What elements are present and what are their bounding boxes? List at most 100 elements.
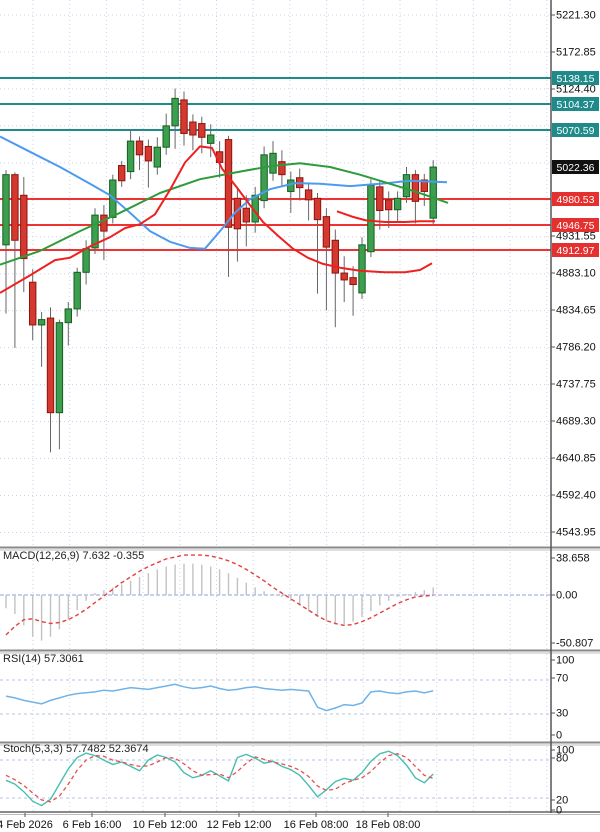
price-tick-label: 4931.55 bbox=[556, 231, 596, 243]
stochastic-panel[interactable] bbox=[0, 750, 551, 807]
price-tick-label: 5172.85 bbox=[556, 47, 596, 59]
ma-blue-line bbox=[0, 135, 448, 250]
candle-bullish bbox=[126, 140, 135, 173]
candle-bearish bbox=[224, 139, 233, 228]
rsi-axis-label: 0 bbox=[556, 730, 562, 742]
price-badges: 5138.15 5104.37 5070.59 5022.36 4980.53 4946.… bbox=[552, 71, 599, 257]
rsi-panel[interactable] bbox=[0, 679, 551, 715]
time-tick-label: 18 Feb 08:00 bbox=[356, 819, 421, 831]
candle-bullish bbox=[55, 322, 64, 414]
candle-bullish bbox=[207, 134, 215, 144]
candle-bullish bbox=[153, 146, 162, 168]
candle-bearish bbox=[144, 145, 153, 162]
candle-bearish bbox=[29, 281, 37, 326]
price-tick-label: 4834.65 bbox=[556, 305, 596, 317]
candle-bullish bbox=[260, 154, 268, 202]
price-badge-label: 4980.53 bbox=[557, 194, 595, 206]
candle-bullish bbox=[82, 248, 90, 273]
macd-label: MACD(12,26,9) 7.632 -0.355 bbox=[3, 550, 145, 562]
rsi-axis-label: 100 bbox=[556, 655, 574, 667]
macd-axis-label: 0.00 bbox=[556, 590, 577, 602]
panel-separators bbox=[0, 546, 600, 815]
price-badge-label: 5070.59 bbox=[557, 125, 595, 137]
time-tick-label: 4 Feb 2026 bbox=[0, 819, 53, 831]
ma-green-line bbox=[0, 162, 449, 266]
candle-bearish bbox=[420, 179, 429, 192]
price-tick-label: 5124.40 bbox=[556, 84, 596, 96]
candle-bearish bbox=[331, 239, 340, 274]
time-tick-label: 12 Feb 12:00 bbox=[207, 819, 272, 831]
candle-bearish bbox=[118, 165, 126, 182]
macd-axis-label: 38.658 bbox=[556, 553, 590, 565]
candle-bearish bbox=[376, 186, 384, 212]
ma-red-line bbox=[0, 145, 433, 294]
candle-bullish bbox=[269, 152, 277, 174]
candle-bullish bbox=[393, 197, 402, 211]
candle-bearish bbox=[385, 199, 393, 211]
price-tick-label: 5221.30 bbox=[556, 10, 596, 22]
candlesticks[interactable] bbox=[2, 88, 437, 453]
candle-bearish bbox=[411, 174, 420, 202]
price-tick-label: 4786.20 bbox=[556, 342, 596, 354]
price-tick-label: 4883.10 bbox=[556, 268, 596, 280]
candle-bearish bbox=[198, 123, 206, 138]
stoch-axis-label: 80 bbox=[556, 753, 568, 765]
candle-bullish bbox=[358, 244, 366, 294]
price-badge-label: 4912.97 bbox=[557, 245, 595, 257]
time-tick-label: 10 Feb 12:00 bbox=[133, 819, 198, 831]
price-badge-resistance bbox=[552, 97, 599, 111]
macd-signal-line bbox=[5, 554, 434, 636]
candle-bearish bbox=[180, 99, 188, 134]
time-tick-label: 6 Feb 16:00 bbox=[63, 819, 122, 831]
price-tick-label: 4640.85 bbox=[556, 453, 596, 465]
rsi-axis-label: 70 bbox=[556, 673, 568, 685]
candle-bullish bbox=[287, 179, 295, 192]
price-tick-label: 4689.30 bbox=[556, 416, 596, 428]
time-axis[interactable]: 4 Feb 2026 6 Feb 16:00 10 Feb 12:00 12 Feb … bbox=[0, 813, 420, 831]
candle-bullish bbox=[91, 214, 99, 249]
price-tick-label: 4592.40 bbox=[556, 490, 596, 502]
stoch-d-line bbox=[5, 753, 434, 803]
candle-bullish bbox=[429, 166, 437, 219]
candle-bullish bbox=[2, 174, 10, 246]
candle-bullish bbox=[171, 97, 179, 127]
candle-bearish bbox=[135, 140, 144, 156]
price-badge-support bbox=[552, 218, 599, 232]
candle-bullish bbox=[73, 271, 81, 310]
candle-bearish bbox=[242, 207, 251, 223]
candle-bearish bbox=[349, 277, 357, 286]
price-badge-label: 5138.15 bbox=[557, 73, 595, 85]
time-tick-label: 16 Feb 08:00 bbox=[284, 819, 349, 831]
candle-bullish bbox=[162, 125, 170, 148]
price-badge-resistance bbox=[552, 71, 599, 85]
macd-axis-label: -50.807 bbox=[556, 638, 593, 650]
macd-panel[interactable] bbox=[0, 554, 551, 641]
price-badge-support bbox=[552, 243, 599, 257]
candle-bullish bbox=[367, 184, 375, 253]
rsi-axis-label: 30 bbox=[556, 708, 568, 720]
price-axis: 5221.30 5172.85 5124.40 4931.55 4883.10 4834.… bbox=[550, 0, 596, 817]
stoch-axis-label: 0 bbox=[556, 805, 562, 817]
price-tick-label: 4543.95 bbox=[556, 527, 596, 539]
price-badge-support bbox=[552, 192, 599, 206]
candle-bullish bbox=[64, 308, 72, 324]
price-badge-current-price bbox=[552, 160, 599, 174]
candle-bullish bbox=[402, 174, 411, 198]
candle-bullish bbox=[37, 319, 46, 326]
candle-bearish bbox=[189, 121, 197, 136]
price-badge-label: 5104.37 bbox=[557, 99, 595, 111]
candle-bearish bbox=[46, 317, 55, 414]
price-badge-resistance bbox=[552, 123, 599, 137]
stoch-axis-label: 100 bbox=[556, 745, 574, 757]
ma-red-secondary-line bbox=[336, 210, 435, 223]
candle-bearish bbox=[278, 161, 286, 176]
stoch-label: Stoch(5,3,3) 57.7482 52.3674 bbox=[3, 743, 149, 755]
candle-bearish bbox=[11, 174, 19, 241]
stoch-k-line bbox=[5, 750, 434, 807]
candle-bearish bbox=[100, 214, 108, 232]
price-badge-label: 5022.36 bbox=[557, 162, 595, 174]
rsi-label: RSI(14) 57.3061 bbox=[3, 653, 84, 665]
